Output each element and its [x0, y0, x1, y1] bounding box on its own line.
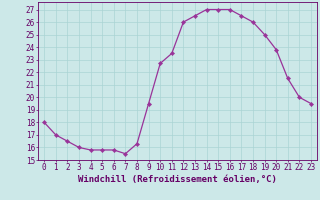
- X-axis label: Windchill (Refroidissement éolien,°C): Windchill (Refroidissement éolien,°C): [78, 175, 277, 184]
